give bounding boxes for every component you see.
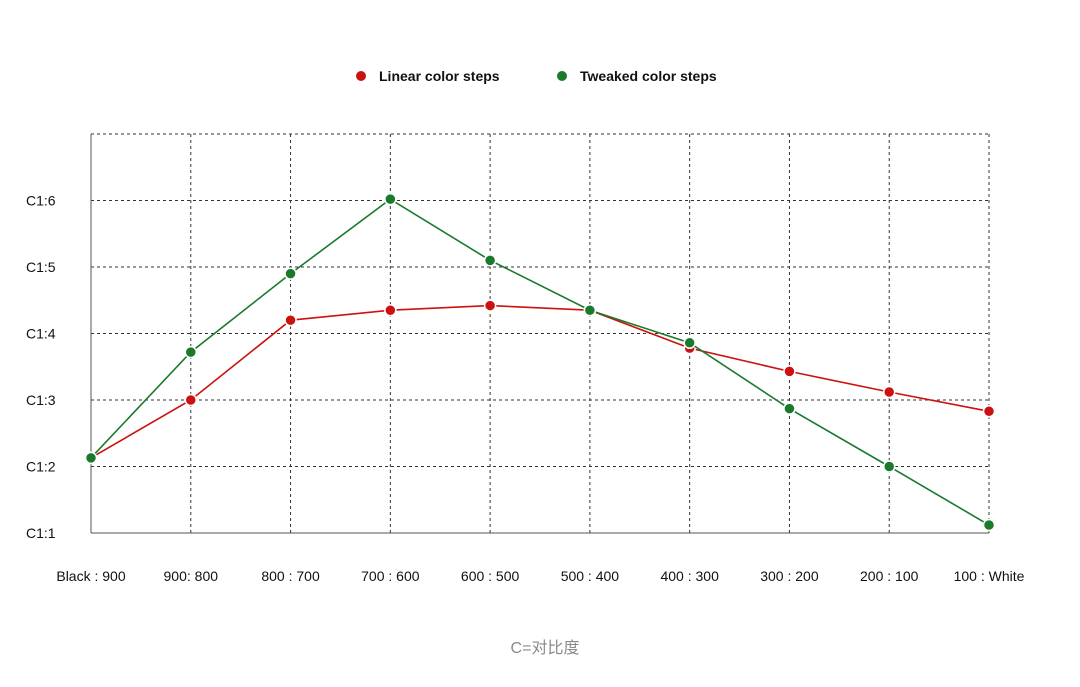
y-tick-label: C1:5: [26, 259, 56, 275]
series-2: [84, 192, 996, 532]
legend: Linear color steps Tweaked color steps: [356, 68, 717, 84]
data-point: [384, 303, 397, 317]
x-tick-label: 300 : 200: [760, 568, 819, 584]
legend-marker: [356, 71, 366, 81]
x-tick-label: 200 : 100: [860, 568, 919, 584]
series-group: [84, 192, 996, 532]
data-point: [84, 451, 98, 465]
data-point: [184, 393, 198, 407]
x-tick-label: 900: 800: [164, 568, 219, 584]
data-point: [982, 518, 996, 532]
data-point: [483, 254, 497, 267]
y-tick-label: C1:3: [26, 392, 56, 408]
legend-label: Tweaked color steps: [580, 68, 717, 84]
x-tick-label: 400 : 300: [660, 568, 719, 584]
axes: [90, 134, 989, 534]
data-point: [284, 313, 297, 327]
legend-item: Linear color steps: [356, 68, 500, 84]
y-axis-ticks: C1:1 C1:2 C1:3 C1:4 C1:5 C1:6: [26, 193, 56, 542]
data-point: [583, 303, 597, 317]
x-tick-label: 100 : White: [954, 568, 1025, 584]
data-point: [483, 299, 497, 312]
data-point: [783, 365, 796, 378]
y-tick-label: C1:4: [26, 326, 56, 342]
data-point: [384, 192, 397, 206]
x-tick-label: 600 : 500: [461, 568, 520, 584]
data-point: [284, 267, 297, 280]
chart-caption: C=对比度: [511, 639, 580, 657]
data-point: [184, 345, 198, 359]
data-point: [882, 460, 896, 473]
legend-label: Linear color steps: [379, 68, 500, 84]
y-tick-label: C1:6: [26, 193, 56, 209]
series-line: [90, 198, 990, 526]
x-tick-label: Black : 900: [56, 568, 125, 584]
x-axis-ticks: Black : 900 900: 800 800 : 700 700 : 600 600…: [56, 568, 1024, 584]
series-1: [84, 299, 996, 465]
legend-item: Tweaked color steps: [557, 68, 717, 84]
series-line: [90, 304, 990, 459]
data-point: [882, 385, 896, 399]
data-point: [982, 405, 996, 418]
data-point: [783, 402, 796, 415]
legend-marker: [557, 71, 567, 81]
y-tick-label: C1:1: [26, 525, 56, 541]
y-tick-label: C1:2: [26, 459, 56, 475]
x-tick-label: 800 : 700: [261, 568, 320, 584]
grid: [91, 133, 990, 533]
x-tick-label: 500 : 400: [561, 568, 620, 584]
data-point: [683, 336, 696, 350]
x-tick-label: 700 : 600: [361, 568, 420, 584]
